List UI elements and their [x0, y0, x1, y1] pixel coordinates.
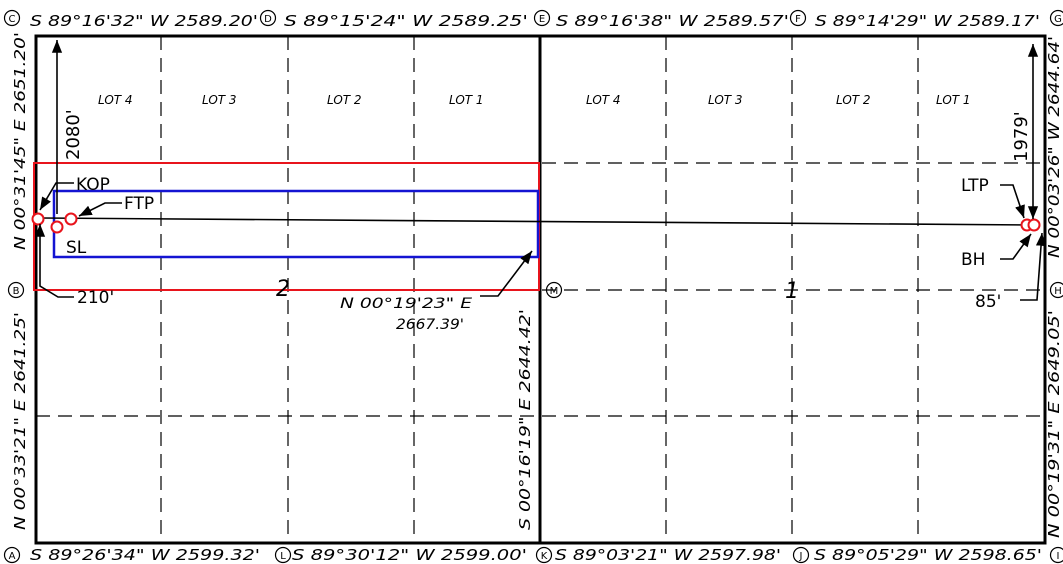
corner-marker-g: G: [1049, 9, 1063, 27]
lot-label: LOT 3: [202, 93, 237, 107]
corner-marker-a: A: [3, 546, 21, 564]
bearing-bottom-l-k: S 89°30'12" W 2599.00': [292, 546, 527, 564]
section-number-east: 1: [785, 279, 799, 304]
corner-marker-i: I: [1049, 546, 1063, 564]
surface-location-marker: [31, 212, 45, 226]
bh-marker: [1027, 218, 1041, 232]
svg-text:M: M: [550, 286, 559, 297]
svg-text:K: K: [541, 551, 548, 562]
corner-marker-k: K: [535, 546, 553, 564]
svg-text:G: G: [1054, 14, 1062, 25]
svg-text:D: D: [264, 14, 272, 25]
well-markers: [31, 212, 1041, 234]
corner-marker-h: H: [1049, 281, 1063, 299]
corner-marker-l: L: [274, 546, 292, 564]
svg-text:H: H: [1054, 286, 1062, 297]
lot-label: LOT 3: [708, 93, 743, 107]
setback-east-label: 85': [975, 292, 1001, 312]
lot-label: LOT 1: [936, 93, 971, 107]
bearing-left-lower: N 00°33'21" E 2641.25': [11, 312, 29, 530]
corner-marker-b: B: [7, 281, 25, 299]
lot-labels: LOT 4 LOT 3 LOT 2 LOT 1 LOT 4 LOT 3 LOT …: [98, 93, 971, 107]
bearing-bottom-j-i: S 89°05'29" W 2598.65': [814, 546, 1042, 564]
corner-marker-c: C: [3, 9, 21, 27]
corner-markers: C D E F G B M H A L K J I: [3, 9, 1063, 564]
setback-west-label: 210': [77, 288, 114, 308]
ftp-marker: [64, 212, 78, 226]
bearing-top-f-g: S 89°14'29" W 2589.17': [815, 12, 1040, 30]
ftp-label: FTP: [124, 194, 154, 214]
corner-marker-d: D: [259, 9, 277, 27]
svg-text:F: F: [795, 14, 801, 25]
bearing-right-lower: N 00°19'31" E 2649.05': [1045, 310, 1063, 538]
corner-marker-f: F: [789, 9, 807, 27]
kop-label: KOP: [76, 175, 110, 195]
dimension-lines: [34, 39, 1047, 301]
bearing-left-upper: N 00°31'45" E 2651.20': [11, 32, 29, 250]
wellbore-path: [39, 217, 1034, 226]
bearing-top-e-f: S 89°16'38" W 2589.57': [556, 12, 789, 30]
svg-text:A: A: [9, 551, 16, 562]
lateral-bearing: N 00°19'23" E: [340, 296, 472, 312]
ltp-label: LTP: [961, 176, 989, 196]
lot-label: LOT 2: [327, 93, 362, 107]
lot-label: LOT 4: [98, 93, 133, 107]
lot-label: LOT 1: [449, 93, 484, 107]
corner-marker-j: J: [792, 546, 810, 564]
corner-marker-m: M: [545, 281, 563, 299]
svg-text:L: L: [280, 551, 286, 562]
bearing-right-upper: N 00°03'26" W 2644.64': [1045, 36, 1063, 258]
bearing-middle-vertical: S 00°16'19" E 2644.42': [516, 309, 534, 530]
lateral-distance: 2667.39': [396, 317, 464, 333]
lot-label: LOT 2: [836, 93, 871, 107]
lot-label: LOT 4: [586, 93, 621, 107]
svg-text:J: J: [799, 551, 803, 562]
corner-marker-e: E: [533, 9, 551, 27]
bearing-bottom-a-l: S 89°26'34" W 2599.32': [30, 546, 260, 564]
svg-text:I: I: [1057, 551, 1060, 562]
kop-marker: [50, 220, 64, 234]
bearing-top-c-d: S 89°16'32" W 2589.20': [30, 12, 258, 30]
bearing-bottom-k-j: S 89°03'21" W 2597.98': [555, 546, 781, 564]
section-number-west: 2: [276, 277, 290, 302]
offset-north-east-label: 1979': [1011, 111, 1032, 162]
svg-text:B: B: [13, 286, 20, 297]
sl-label: SL: [66, 238, 87, 258]
svg-text:C: C: [9, 14, 16, 25]
svg-text:E: E: [539, 14, 545, 25]
bh-label: BH: [961, 250, 985, 270]
offset-north-west-label: 2080': [63, 109, 84, 160]
bearing-top-d-e: S 89°15'24" W 2589.25': [284, 12, 528, 30]
